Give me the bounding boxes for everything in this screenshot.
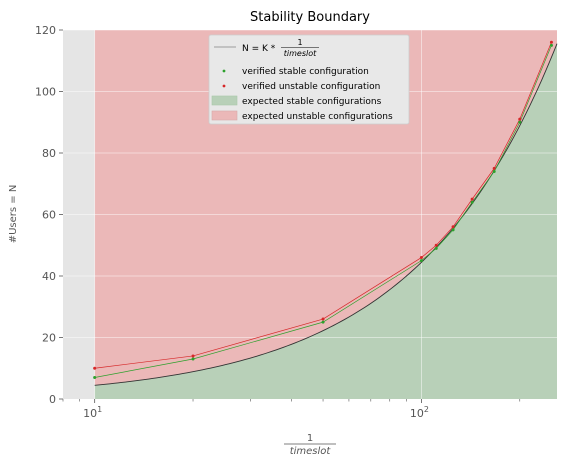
y-tick-label: 80 (42, 147, 56, 160)
unstable-point (420, 256, 423, 259)
stable-point (435, 247, 438, 250)
unstable-point (322, 318, 325, 321)
y-tick-label: 120 (35, 24, 56, 37)
y-tick-label: 60 (42, 209, 56, 222)
unstable-point (550, 41, 553, 44)
legend-boundary-prefix: N = K * (242, 44, 276, 54)
stable-point (550, 44, 553, 47)
unstable-point (452, 225, 455, 228)
unstable-point (518, 118, 521, 121)
legend-stable-label: verified stable configuration (242, 67, 369, 77)
unstable-point (493, 167, 496, 170)
y-tick-label: 100 (35, 86, 56, 99)
x-axis-label-numerator: 1 (307, 433, 313, 444)
y-tick-label: 20 (42, 332, 56, 345)
legend-expected-stable-label: expected stable configurations (242, 97, 382, 107)
unstable-point (471, 198, 474, 201)
legend-unstable-marker (223, 85, 226, 88)
legend-boundary-frac-num: 1 (297, 38, 302, 47)
legend-expected-stable-swatch (212, 96, 237, 105)
y-tick-label: 0 (49, 393, 56, 406)
unstable-point (435, 244, 438, 247)
legend-expected-unstable-label: expected unstable configurations (242, 112, 393, 122)
stable-point (192, 358, 195, 361)
unstable-point (192, 354, 195, 357)
stable-point (452, 228, 455, 231)
y-axis-label: #Users = N (8, 185, 19, 244)
legend-stable-marker (223, 70, 226, 73)
stable-point (493, 170, 496, 173)
stable-point (518, 121, 521, 124)
unstable-point (93, 367, 96, 370)
stable-point (471, 201, 474, 204)
y-tick-label: 40 (42, 270, 56, 283)
x-axis-label-denominator: timeslot (290, 446, 332, 457)
legend: N = K * 1 timeslot verified stable confi… (209, 35, 409, 124)
legend-expected-unstable-swatch (212, 111, 237, 120)
stable-point (93, 376, 96, 379)
stable-point (420, 259, 423, 262)
stable-point (322, 321, 325, 324)
legend-boundary-frac-den: timeslot (284, 49, 317, 58)
legend-unstable-label: verified unstable configuration (242, 82, 380, 92)
chart-title: Stability Boundary (250, 10, 370, 25)
